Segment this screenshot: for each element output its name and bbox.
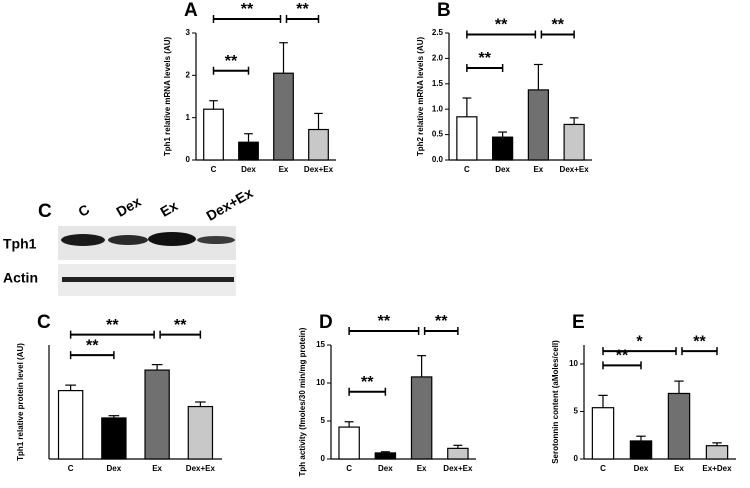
y-tick-label: 1.0 xyxy=(432,104,444,113)
y-tick-label: 2.5 xyxy=(432,28,444,37)
panel-letter: A xyxy=(184,0,198,21)
x-tick-label: Dex xyxy=(634,464,649,473)
row-label: Actin xyxy=(3,270,38,286)
y-tick-label: 2.0 xyxy=(432,54,444,63)
significance-label: ** xyxy=(552,17,565,34)
panel-letter: B xyxy=(437,0,451,21)
x-tick-label: Ex xyxy=(533,165,543,174)
x-tick-label: Dex xyxy=(107,464,122,473)
x-tick-label: Ex xyxy=(417,464,427,473)
bar xyxy=(527,89,549,161)
bar xyxy=(410,376,433,460)
significance-label: ** xyxy=(241,1,254,18)
bar xyxy=(667,392,691,460)
y-tick-label: 5 xyxy=(574,407,579,416)
y-axis-label: Tph2 relative mRNA levels (AU) xyxy=(416,37,425,157)
y-tick-label: 15 xyxy=(316,340,325,349)
panel-letter: D xyxy=(319,312,333,333)
bar-chart: E Serotonnin content (aMoles/cell) 0 5 10 C De… xyxy=(551,312,736,473)
x-tick-label: C xyxy=(68,464,74,473)
significance-label: ** xyxy=(693,333,706,350)
x-tick-label: Dex xyxy=(495,165,510,174)
y-axis-label: Tph1 relative protein level (AU) xyxy=(16,343,25,461)
bar-chart: D Tph activity (fmoles/30 min/mg protein)… xyxy=(298,312,476,476)
y-tick-label: 0 xyxy=(574,454,579,463)
x-tick-label: C xyxy=(464,165,470,174)
significance-label: * xyxy=(636,333,643,350)
blot-band xyxy=(61,234,105,246)
bar xyxy=(238,141,259,161)
x-tick-label: Dex+Ex xyxy=(304,165,334,174)
panel-letter: C xyxy=(37,312,51,333)
bar xyxy=(57,390,84,460)
x-tick-label: Ex xyxy=(152,464,162,473)
y-tick-label: 1 xyxy=(186,113,191,122)
lane-label: Ex xyxy=(157,197,180,220)
significance-label: ** xyxy=(106,317,119,334)
bar xyxy=(203,108,224,161)
bar xyxy=(187,405,214,460)
significance-label: ** xyxy=(378,313,391,330)
y-tick-label: 3 xyxy=(186,28,191,37)
x-tick-label: C xyxy=(346,464,352,473)
y-tick-label: 0.5 xyxy=(432,130,444,139)
x-tick-label: Dex+Ex xyxy=(186,464,216,473)
panel-letter: E xyxy=(572,312,585,333)
blot-band xyxy=(148,232,196,246)
bar xyxy=(591,407,615,460)
bar xyxy=(629,440,653,460)
bar xyxy=(563,123,585,161)
x-tick-label: Ex xyxy=(279,165,289,174)
x-tick-label: Dex xyxy=(378,464,393,473)
western-blot: C C Dex Ex Dex+Ex Tph1 Actin xyxy=(3,184,256,296)
significance-label: ** xyxy=(296,1,309,18)
significance-label: ** xyxy=(225,53,238,70)
significance-label: ** xyxy=(361,374,374,391)
significance-label: ** xyxy=(174,317,187,334)
blot-band xyxy=(62,277,234,282)
bar xyxy=(456,116,478,161)
blot-band xyxy=(108,235,148,245)
x-tick-label: Dex xyxy=(241,165,256,174)
bar xyxy=(101,417,127,460)
y-tick-label: 10 xyxy=(316,378,325,387)
bar xyxy=(338,426,360,460)
x-tick-label: Dex+Ex xyxy=(443,464,473,473)
panel-letter: C xyxy=(38,201,52,222)
significance-label: ** xyxy=(616,348,629,365)
y-tick-label: 2 xyxy=(186,70,191,79)
x-tick-label: Ex xyxy=(674,464,684,473)
significance-label: ** xyxy=(86,337,99,354)
y-tick-label: 10 xyxy=(569,359,578,368)
blot-band xyxy=(197,236,235,244)
y-axis-label: Tph activity (fmoles/30 min/mg protein) xyxy=(298,327,307,476)
x-tick-label: C xyxy=(600,464,606,473)
bar-chart: B Tph2 relative mRNA levels (AU) 0.0 0.5 1.0… xyxy=(416,0,592,174)
x-tick-label: Ex+Dex xyxy=(702,464,732,473)
bar xyxy=(308,128,329,161)
bar xyxy=(447,447,469,460)
y-tick-label: 0.0 xyxy=(432,155,444,164)
x-tick-label: C xyxy=(211,165,217,174)
bar xyxy=(492,136,514,161)
significance-label: ** xyxy=(435,313,448,330)
bar-chart: A Tph1 relative mRNA levels (AU) 0 1 2 3 C Dex E… xyxy=(163,0,336,174)
bar xyxy=(705,445,729,460)
x-tick-label: Dex+Ex xyxy=(560,165,590,174)
significance-label: ** xyxy=(479,50,492,67)
y-axis-label: Tph1 relative mRNA levels (AU) xyxy=(163,37,172,157)
bar xyxy=(144,369,170,460)
y-tick-label: 0 xyxy=(321,454,326,463)
row-label: Tph1 xyxy=(3,236,37,252)
y-tick-label: 1.5 xyxy=(432,79,444,88)
y-axis-label: Serotonnin content (aMoles/cell) xyxy=(551,340,560,464)
bar-chart: C Tph1 relative protein level (AU) C Dex Ex D… xyxy=(16,312,222,473)
y-tick-label: 0 xyxy=(186,155,191,164)
y-tick-label: 5 xyxy=(321,416,326,425)
bar xyxy=(273,72,294,161)
bar xyxy=(374,452,397,460)
significance-label: ** xyxy=(495,17,508,34)
